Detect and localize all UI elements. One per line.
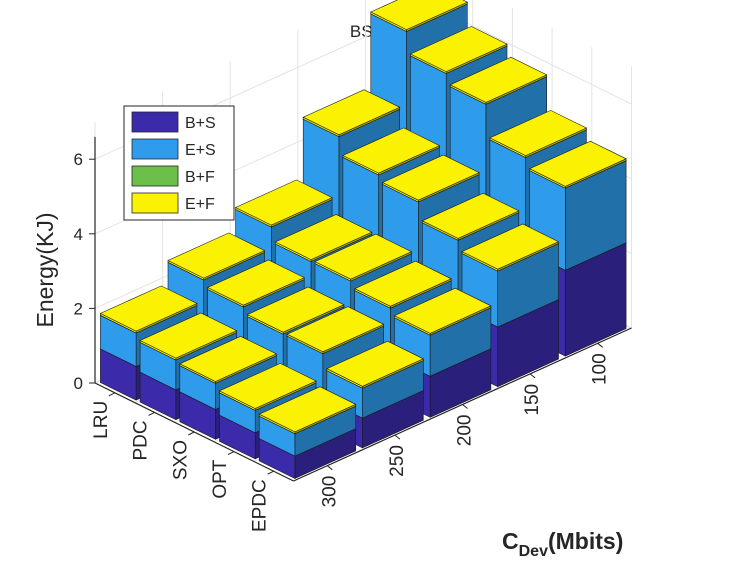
- cache-size-tick-label: 250: [387, 445, 408, 477]
- bar-segment-e-f: [167, 232, 266, 281]
- legend-label: B+S: [185, 115, 216, 132]
- cache-size-tick-label: 200: [455, 415, 476, 447]
- z-tick-label: 2: [74, 299, 83, 318]
- z-tick-label: 4: [74, 225, 83, 244]
- bar-segment-e-f: [489, 110, 588, 158]
- bar-segment-e-f: [370, 0, 469, 32]
- bar-segment-e-f: [234, 179, 333, 228]
- x-axis-label: CDev(Mbits): [502, 528, 623, 560]
- method-tick-label: LRU: [91, 401, 112, 439]
- cache-size-tick-label: 100: [590, 353, 611, 385]
- bar-segment-e-f: [139, 312, 238, 361]
- method-tick-label: PDC: [131, 420, 152, 460]
- legend-swatch: [131, 165, 179, 187]
- bar-segment-e-f: [246, 286, 345, 335]
- bar-segment-e-f: [286, 306, 385, 355]
- bar-segment-e-f: [342, 127, 441, 176]
- bar-segment-e-f: [528, 140, 627, 189]
- legend-label: B+F: [185, 169, 215, 186]
- bar-segment-e-f: [461, 223, 560, 272]
- bar-segment-e-f: [353, 260, 452, 309]
- bar-stack: [258, 386, 357, 479]
- bar-stack: [179, 335, 278, 440]
- legend-swatch: [131, 192, 179, 214]
- legend-swatch: [131, 138, 179, 160]
- cache-size-tick-label: 300: [319, 476, 340, 508]
- cache-size-tick-label: 150: [522, 384, 543, 416]
- tick-layer: 0 2 4 6 LRU PDC SXO OPT EPDC 300 250 200 150 100: [74, 150, 611, 532]
- bar-segment-e-f: [326, 340, 425, 389]
- bar-segment-e-f: [421, 192, 520, 241]
- bar-segment-e-f: [381, 154, 480, 203]
- legend-label: E+S: [185, 142, 216, 159]
- bar-segment-e-f: [314, 233, 413, 282]
- method-tick-label: OPT: [210, 459, 231, 498]
- bars-layer: [99, 0, 627, 479]
- bar-segment-e-f: [179, 335, 278, 384]
- z-tick-label: 0: [74, 374, 83, 393]
- x-axis-label-sub: Dev: [519, 543, 548, 560]
- bar-segment-e-f: [393, 287, 492, 336]
- legend: B+S E+S B+F E+F: [123, 105, 235, 221]
- legend-label: E+F: [185, 196, 215, 213]
- bar-segment-e-f: [218, 363, 317, 411]
- method-tick-label: EPDC: [250, 479, 271, 532]
- x-axis-label-unit: (Mbits): [548, 528, 623, 554]
- bar-segment-e-f: [302, 89, 401, 138]
- method-tick-label: SXO: [170, 440, 191, 480]
- bar-segment-e-f: [258, 386, 357, 435]
- bar-segment-e-f: [206, 259, 305, 308]
- x-axis-label-main: C: [502, 528, 519, 554]
- legend-swatch: [131, 111, 179, 133]
- bar-segment-e-f: [409, 26, 508, 74]
- bar-segment-e-f: [449, 56, 548, 105]
- z-axis-label: Energy(KJ): [32, 212, 58, 327]
- bar-segment-e-f: [99, 285, 198, 334]
- z-tick-label: 6: [74, 150, 83, 169]
- bar-segment-e-f: [274, 214, 373, 262]
